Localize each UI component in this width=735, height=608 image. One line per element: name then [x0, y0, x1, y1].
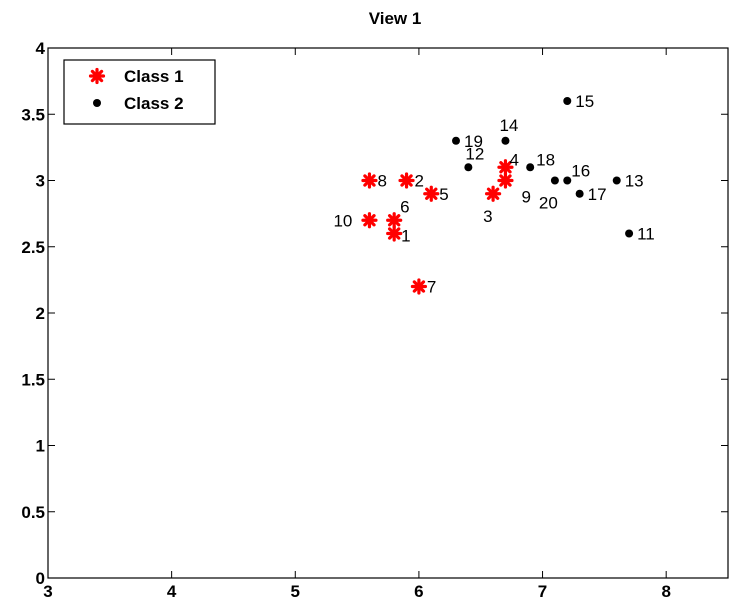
- y-tick-label: 0: [36, 569, 45, 588]
- y-tick-label: 3: [36, 172, 45, 191]
- point-label-12: 12: [465, 144, 484, 163]
- point-label-18: 18: [536, 150, 555, 169]
- point-label-7: 7: [427, 278, 436, 297]
- point-label-4: 4: [509, 150, 518, 169]
- x-tick-label: 5: [291, 582, 300, 601]
- point-12-marker: [464, 163, 473, 172]
- point-7-marker: [410, 278, 428, 295]
- point-label-11: 11: [637, 225, 655, 244]
- point-label-5: 5: [439, 185, 448, 204]
- legend-marker-class-1: [88, 67, 106, 85]
- x-tick-label: 8: [661, 582, 670, 601]
- point-label-3: 3: [483, 207, 492, 226]
- point-label-15: 15: [575, 92, 594, 111]
- point-20-marker: [550, 176, 559, 185]
- y-axis-tick-labels: 0 0.5 1 1.5 2 2.5 3 3.5 4: [21, 39, 45, 588]
- point-label-9: 9: [521, 188, 530, 207]
- x-tick-label: 4: [167, 582, 177, 601]
- legend-marker-class-2: [93, 99, 101, 107]
- y-tick-label: 1: [36, 437, 45, 456]
- point-label-14: 14: [499, 116, 518, 135]
- point-16-marker: [563, 176, 572, 185]
- point-11-marker: [625, 229, 634, 238]
- x-tick-label: 6: [414, 582, 423, 601]
- legend-label-class-1: Class 1: [124, 67, 184, 86]
- axis-ticks: [47, 47, 728, 579]
- point-14-marker: [501, 136, 510, 145]
- y-tick-label: 4: [36, 39, 46, 58]
- legend-markers: [88, 67, 106, 107]
- point-label-10: 10: [333, 211, 352, 230]
- x-tick-label: 3: [43, 582, 52, 601]
- point-10-marker: [361, 212, 378, 229]
- point-label-2: 2: [415, 172, 424, 191]
- legend-box: [63, 59, 216, 125]
- legend: Class 1 Class 2: [63, 59, 216, 125]
- point-8-marker: [361, 172, 378, 189]
- point-4-marker: [497, 159, 514, 176]
- data-points: [361, 97, 634, 295]
- point-5-marker: [423, 185, 440, 202]
- point-3-marker: [484, 185, 502, 202]
- point-label-19: 19: [464, 132, 483, 151]
- point-6-marker: [386, 212, 403, 229]
- y-tick-label: 1.5: [21, 370, 45, 389]
- point-label-17: 17: [588, 185, 607, 204]
- y-tick-label: 2.5: [21, 238, 45, 257]
- plot-area: [47, 47, 729, 579]
- y-tick-label: 0.5: [21, 503, 45, 522]
- point-15-marker: [563, 97, 572, 105]
- point-label-8: 8: [377, 172, 386, 191]
- point-label-20: 20: [539, 194, 558, 213]
- point-18-marker: [526, 163, 535, 172]
- point-9-marker: [497, 172, 514, 189]
- point-label-16: 16: [571, 162, 590, 181]
- point-2-marker: [398, 172, 415, 189]
- point-19-marker: [452, 136, 460, 145]
- legend-label-class-2: Class 2: [124, 94, 184, 113]
- point-label-6: 6: [400, 197, 409, 216]
- point-label-13: 13: [625, 172, 644, 191]
- chart-title: View 1: [369, 9, 422, 28]
- x-tick-label: 7: [538, 582, 547, 601]
- point-17-marker: [575, 189, 584, 198]
- y-tick-label: 2: [36, 304, 45, 323]
- point-13-marker: [612, 176, 621, 185]
- x-axis-tick-labels: 3 4 5 6 7 8: [43, 582, 671, 601]
- point-1-marker: [386, 225, 403, 242]
- point-label-1: 1: [401, 227, 410, 246]
- y-tick-label: 3.5: [21, 105, 45, 124]
